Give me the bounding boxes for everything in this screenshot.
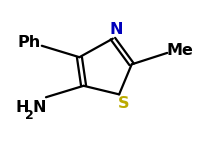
Text: H: H <box>15 100 29 115</box>
Text: N: N <box>109 22 123 37</box>
Text: 2: 2 <box>25 109 34 122</box>
Text: S: S <box>117 96 129 111</box>
Text: N: N <box>33 100 46 115</box>
Text: Me: Me <box>166 43 193 57</box>
Text: Ph: Ph <box>18 35 41 50</box>
